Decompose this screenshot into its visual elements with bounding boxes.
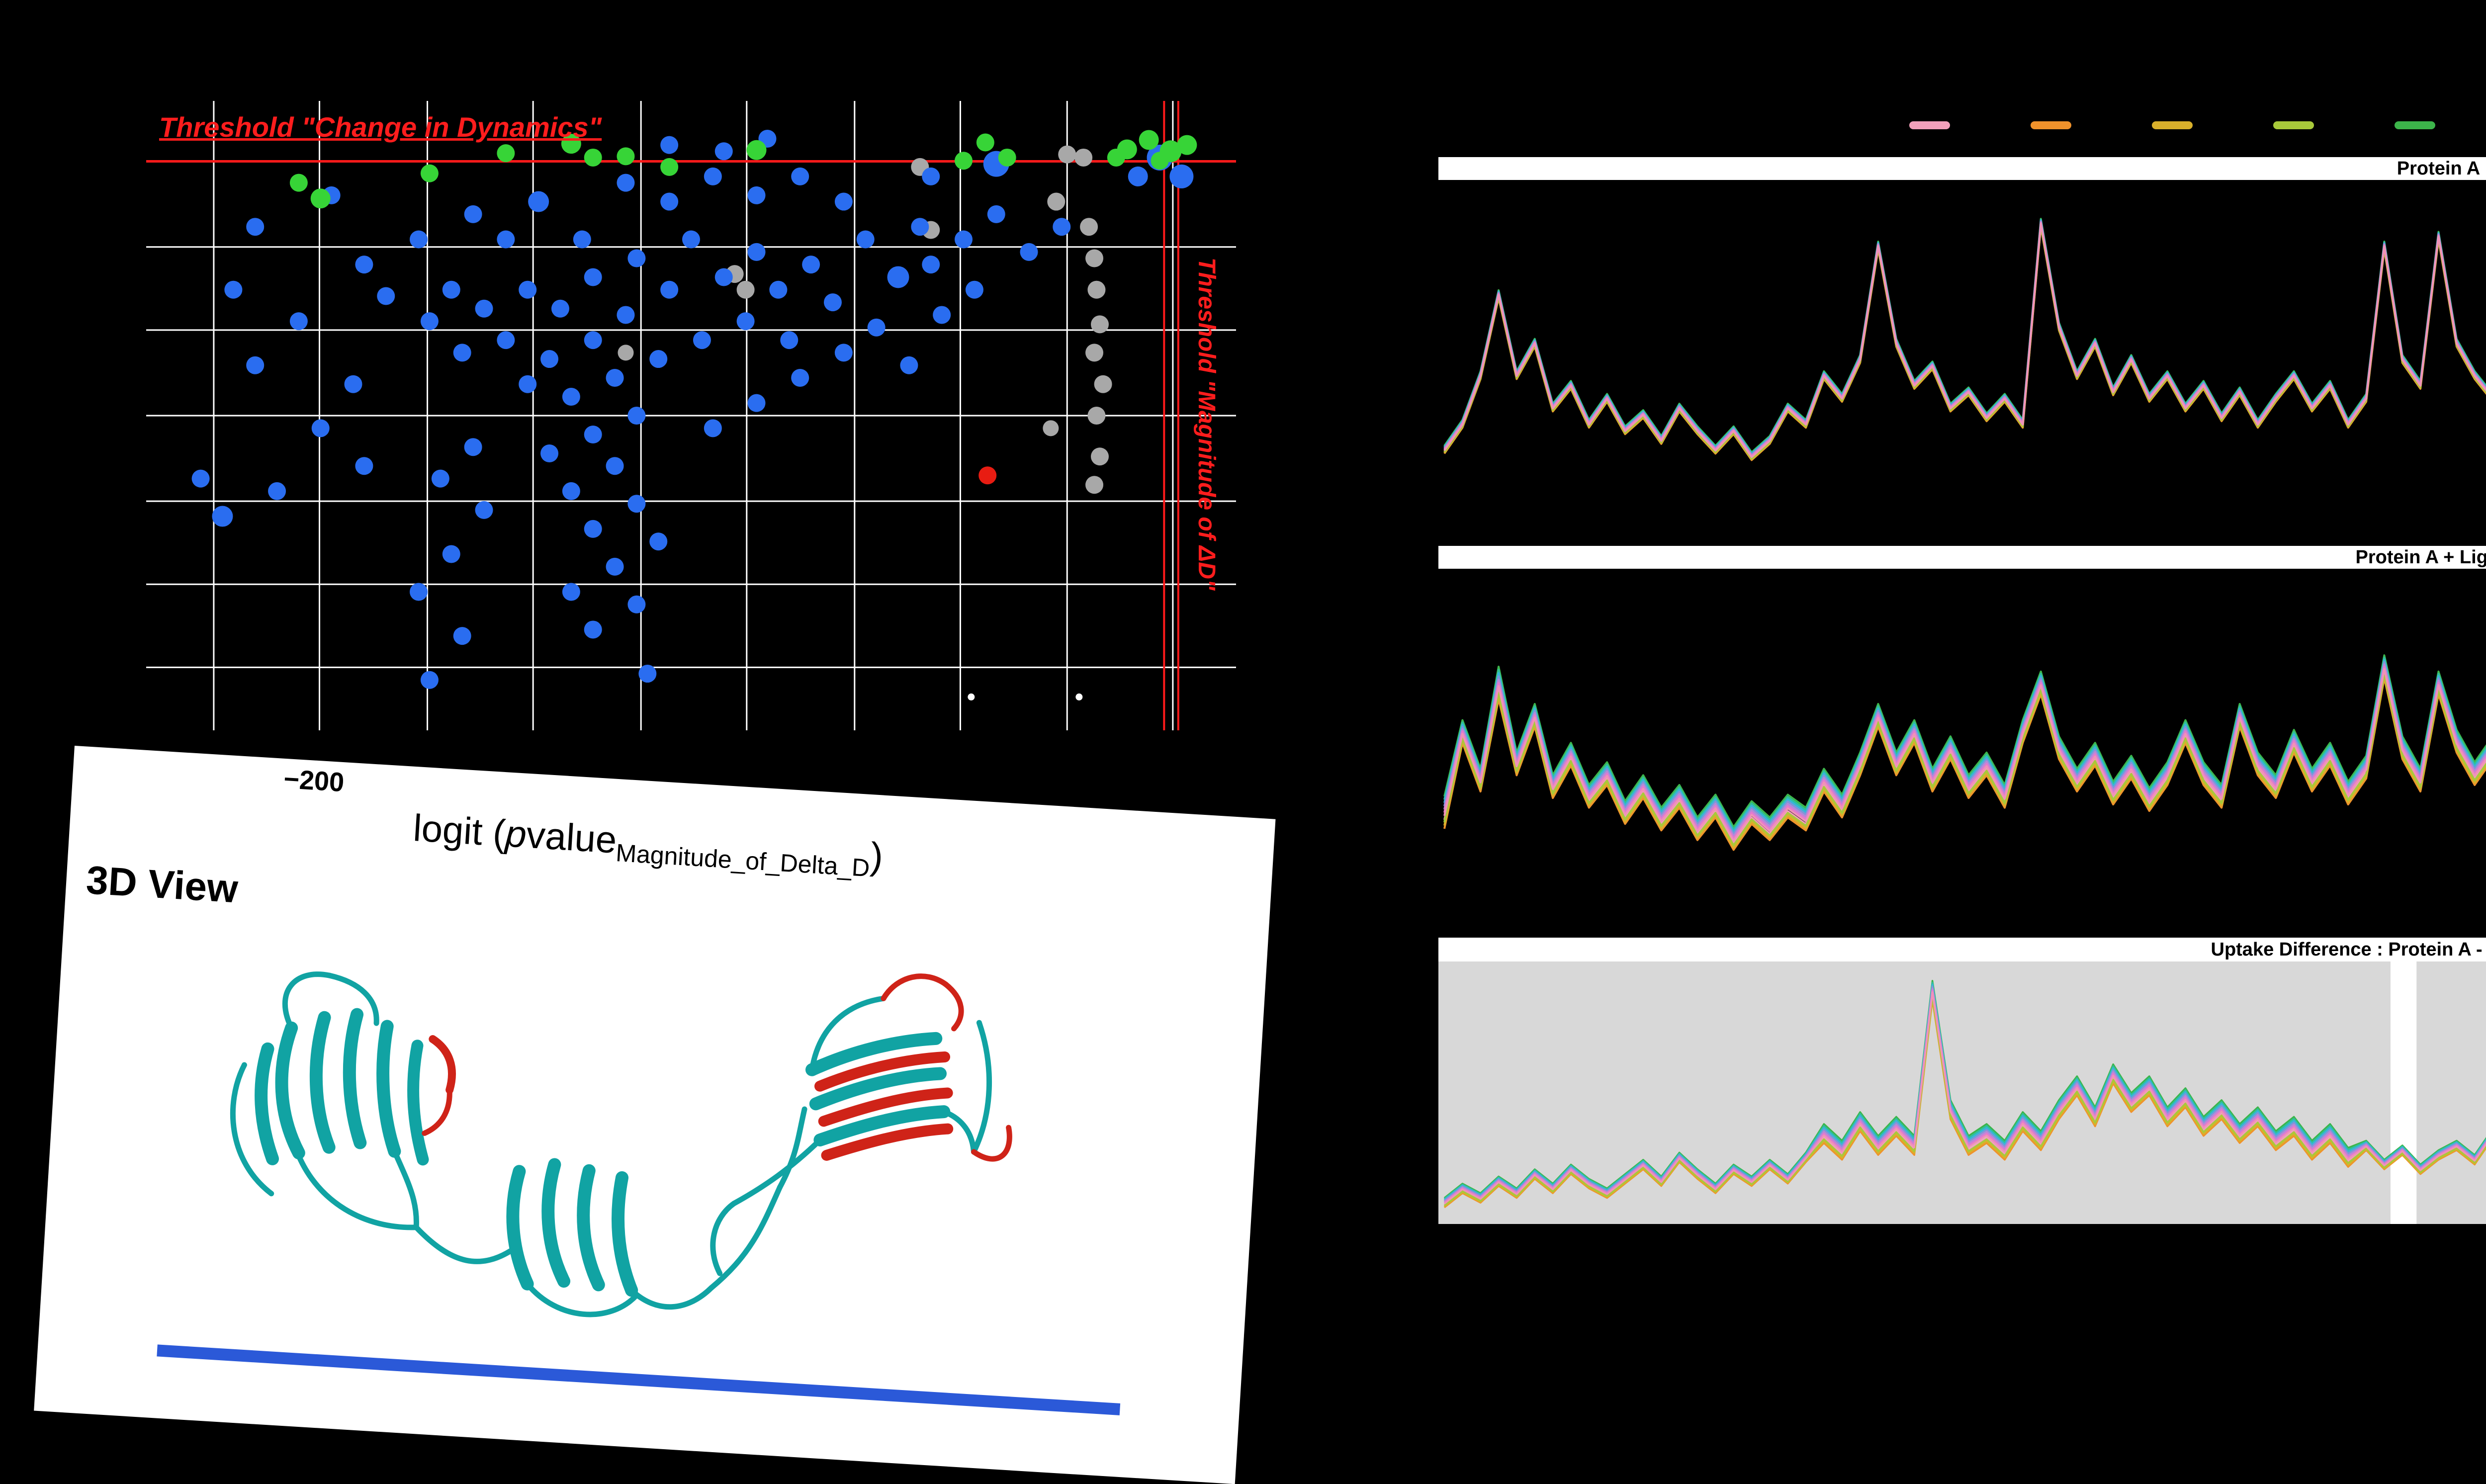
series-timepoint-2 [1443, 226, 2486, 461]
panel-title-protein-a: Protein A [1438, 157, 2486, 180]
white-points[interactable] [968, 693, 1083, 700]
legend-key-timepoint-1[interactable] [1909, 121, 1950, 129]
blue-points[interactable] [191, 129, 1194, 689]
series-timepoint-10 [1443, 222, 2486, 457]
threshold-dynamics-label: Threshold "Change in Dynamics" [159, 111, 602, 143]
series-timepoint-6 [1443, 218, 2486, 454]
series-timepoint-1 [1443, 223, 2486, 459]
series-timepoint-5 [1443, 218, 2486, 453]
series-timepoint-7 [1443, 219, 2486, 455]
threshold-magnitude-label: Threshold "Magnitude of ΔD" [1193, 258, 1220, 591]
protein-ribbon[interactable] [34, 746, 1275, 1484]
series-timepoint-10 [1443, 666, 2486, 840]
series-timepoint-4 [1443, 224, 2486, 460]
uptake-plot-protein-a[interactable] [1438, 180, 2486, 528]
series-timepoint-4 [1443, 672, 2486, 847]
series-timepoint-2 [1443, 677, 2486, 851]
series-timepoint-11 [1443, 222, 2486, 458]
volcano-plot[interactable]: Threshold "Change in Dynamics" Threshold… [146, 101, 1236, 730]
series-timepoint-11 [1443, 991, 2486, 1205]
series-timepoint-6 [1443, 656, 2486, 831]
line-chart-svg [1443, 654, 2486, 851]
green-points[interactable] [289, 130, 1197, 209]
series-timepoint-7 [1443, 659, 2486, 833]
legend-key-timepoint-2[interactable] [2031, 121, 2071, 129]
series-timepoint-3 [1443, 675, 2486, 849]
series-timepoint-1 [1443, 671, 2486, 845]
panel-title-protein-a-ligand: Protein A + Ligand [1438, 546, 2486, 569]
uptake-difference-plot[interactable] [1438, 961, 2486, 1224]
gray-points[interactable] [618, 145, 1112, 494]
legend-key-timepoint-4[interactable] [2273, 121, 2314, 129]
structure-3d-panel: −200 logit (pvalueMagnitude_of_Delta_D) … [34, 746, 1276, 1484]
uptake-plot-protein-a-ligand[interactable] [1438, 569, 2486, 917]
series-timepoint-9 [1443, 663, 2486, 837]
series-timepoint-4 [1443, 995, 2486, 1207]
series-timepoint-9 [1443, 221, 2486, 456]
series-timepoint-11 [1443, 668, 2486, 842]
timepoint-legend [1909, 121, 2486, 129]
series-timepoint-8 [1443, 661, 2486, 835]
legend-key-timepoint-5[interactable] [2395, 121, 2435, 129]
line-chart-svg [1438, 961, 2486, 1224]
volcano-scatter-svg [146, 101, 1236, 730]
series-timepoint-5 [1443, 654, 2486, 828]
panel-title-uptake-difference: Uptake Difference : Protein A - (Protein… [1438, 938, 2486, 961]
red-points[interactable] [978, 466, 997, 485]
legend-key-timepoint-3[interactable] [2152, 121, 2193, 129]
series-timepoint-3 [1443, 225, 2486, 460]
line-chart-svg [1443, 218, 2486, 461]
series-timepoint-8 [1443, 220, 2486, 456]
